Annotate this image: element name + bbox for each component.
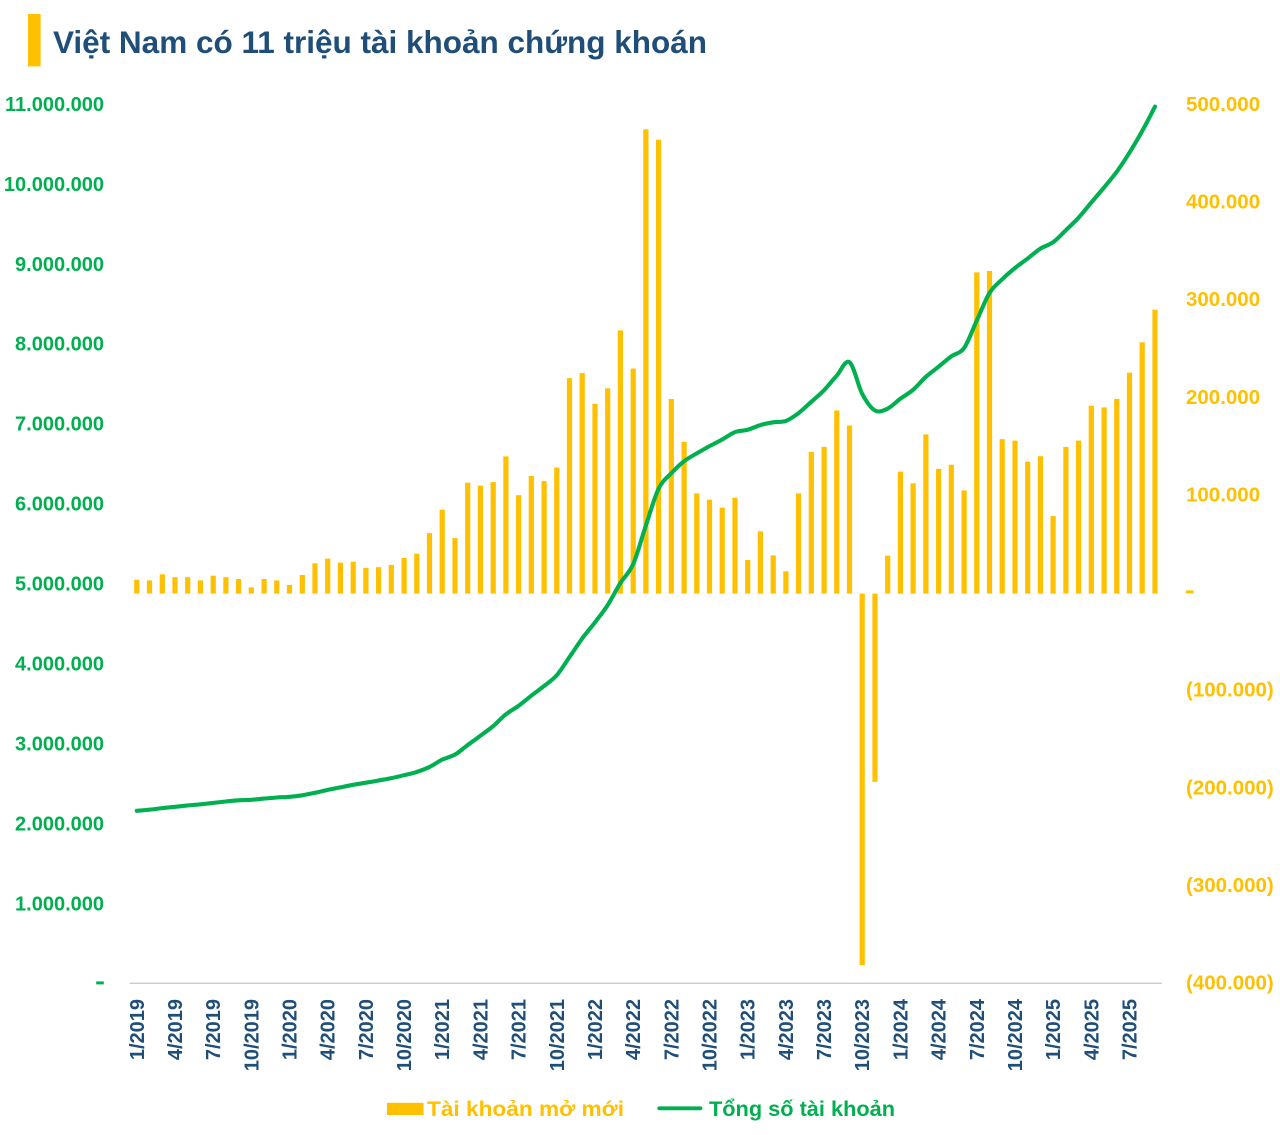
svg-text:7/2023: 7/2023	[814, 999, 836, 1060]
svg-text:3.000.000: 3.000.000	[15, 733, 104, 755]
svg-text:4/2023: 4/2023	[776, 999, 798, 1060]
svg-text:4/2021: 4/2021	[470, 999, 492, 1060]
svg-text:7/2025: 7/2025	[1120, 999, 1142, 1060]
svg-text:(100.000): (100.000)	[1186, 679, 1274, 702]
svg-text:1/2022: 1/2022	[585, 999, 607, 1060]
svg-text:7/2020: 7/2020	[356, 999, 378, 1060]
svg-text:5.000.000: 5.000.000	[15, 574, 104, 596]
svg-text:(300.000): (300.000)	[1186, 874, 1274, 897]
svg-text:7/2021: 7/2021	[509, 999, 531, 1060]
svg-text:4/2019: 4/2019	[165, 999, 187, 1060]
svg-text:6.000.000: 6.000.000	[15, 494, 104, 516]
svg-text:Tài khoản mở mới: Tài khoản mở mới	[427, 1098, 624, 1121]
svg-text:10/2020: 10/2020	[394, 999, 416, 1071]
svg-text:7.000.000: 7.000.000	[15, 414, 104, 436]
svg-text:1/2024: 1/2024	[890, 998, 912, 1060]
svg-text:(200.000): (200.000)	[1186, 776, 1274, 799]
svg-text:Tổng số tài khoản: Tổng số tài khoản	[709, 1098, 895, 1121]
svg-text:7/2024: 7/2024	[967, 998, 989, 1060]
svg-text:4/2020: 4/2020	[318, 999, 340, 1060]
svg-text:400.000: 400.000	[1186, 190, 1260, 213]
svg-text:Việt Nam có 11 triệu tài khoản: Việt Nam có 11 triệu tài khoản chứng kho…	[53, 24, 707, 60]
svg-text:10/2023: 10/2023	[852, 999, 874, 1071]
svg-text:1/2020: 1/2020	[280, 999, 302, 1060]
svg-text:4/2024: 4/2024	[929, 998, 951, 1060]
svg-text:8.000.000: 8.000.000	[15, 334, 104, 356]
svg-text:4/2025: 4/2025	[1081, 999, 1103, 1060]
svg-text:1/2025: 1/2025	[1043, 999, 1065, 1060]
svg-text:4/2022: 4/2022	[623, 999, 645, 1060]
svg-text:(400.000): (400.000)	[1186, 972, 1274, 995]
svg-text:10/2024: 10/2024	[1005, 998, 1027, 1071]
svg-text:9.000.000: 9.000.000	[15, 254, 104, 276]
svg-text:7/2019: 7/2019	[203, 999, 225, 1060]
svg-text:200.000: 200.000	[1186, 386, 1260, 409]
svg-text:2.000.000: 2.000.000	[15, 813, 104, 835]
svg-text:10/2022: 10/2022	[700, 999, 722, 1071]
svg-text:1.000.000: 1.000.000	[15, 893, 104, 915]
svg-text:11.000.000: 11.000.000	[5, 94, 104, 116]
svg-text:1/2023: 1/2023	[738, 999, 760, 1060]
svg-text:4.000.000: 4.000.000	[15, 654, 104, 676]
svg-text:10.000.000: 10.000.000	[4, 174, 104, 196]
svg-text:7/2022: 7/2022	[661, 999, 683, 1060]
svg-text:500.000: 500.000	[1186, 93, 1260, 116]
svg-text:10/2019: 10/2019	[241, 999, 263, 1071]
svg-text:10/2021: 10/2021	[547, 999, 569, 1071]
svg-text:1/2019: 1/2019	[127, 999, 149, 1060]
svg-text:100.000: 100.000	[1186, 483, 1260, 506]
svg-text:300.000: 300.000	[1186, 288, 1260, 311]
svg-text:1/2021: 1/2021	[432, 999, 454, 1060]
